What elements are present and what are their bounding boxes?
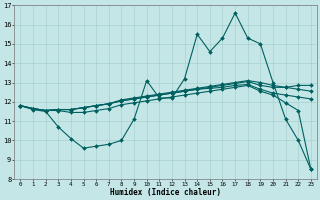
X-axis label: Humidex (Indice chaleur): Humidex (Indice chaleur) <box>110 188 221 197</box>
